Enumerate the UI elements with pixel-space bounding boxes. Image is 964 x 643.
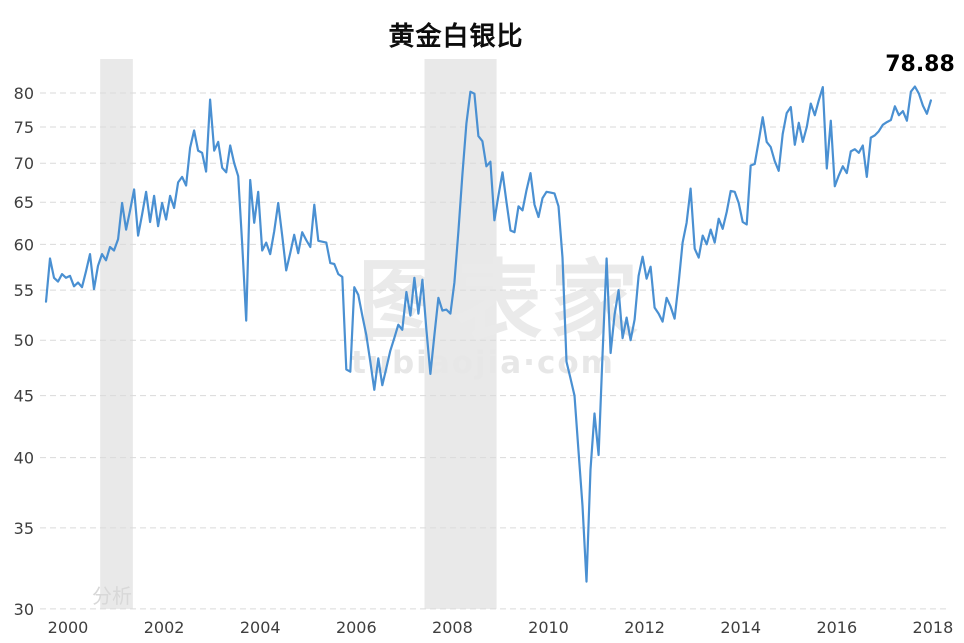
x-tick-label: 2008 (432, 618, 473, 637)
y-tick-label: 50 (14, 331, 34, 350)
y-tick-label: 45 (14, 387, 34, 406)
y-tick-label: 30 (14, 600, 34, 619)
x-axis-labels: 2000 2002 2004 2006 2008 2010 2012 2014 2016 2018 (48, 618, 954, 637)
gridlines (40, 92, 950, 610)
x-tick-label: 2000 (48, 618, 89, 637)
x-tick-label: 2006 (336, 618, 377, 637)
chart-title: 黄金白银比 (388, 22, 524, 52)
x-tick-label: 2002 (144, 618, 185, 637)
ratio-line-series (44, 85, 932, 583)
recession-band (100, 59, 133, 609)
x-tick-label: 2018 (913, 618, 954, 637)
x-tick-label: 2014 (720, 618, 761, 637)
x-tick-label: 2012 (624, 618, 665, 637)
current-value-label: 78.88 (885, 52, 955, 77)
y-axis-labels: 80 75 70 65 60 55 50 45 40 35 30 (14, 84, 34, 619)
y-tick-label: 60 (14, 235, 34, 254)
y-tick-label: 40 (14, 449, 34, 468)
y-tick-label: 55 (14, 281, 34, 300)
y-tick-label: 70 (14, 154, 34, 173)
x-tick-label: 2004 (240, 618, 281, 637)
x-tick-label: 2010 (528, 618, 569, 637)
y-tick-label: 80 (14, 84, 34, 103)
y-tick-label: 75 (14, 118, 34, 137)
y-tick-label: 35 (14, 519, 34, 538)
x-tick-label: 2016 (816, 618, 857, 637)
watermark-corner-text: 分析 (92, 584, 132, 608)
y-tick-label: 65 (14, 193, 34, 212)
